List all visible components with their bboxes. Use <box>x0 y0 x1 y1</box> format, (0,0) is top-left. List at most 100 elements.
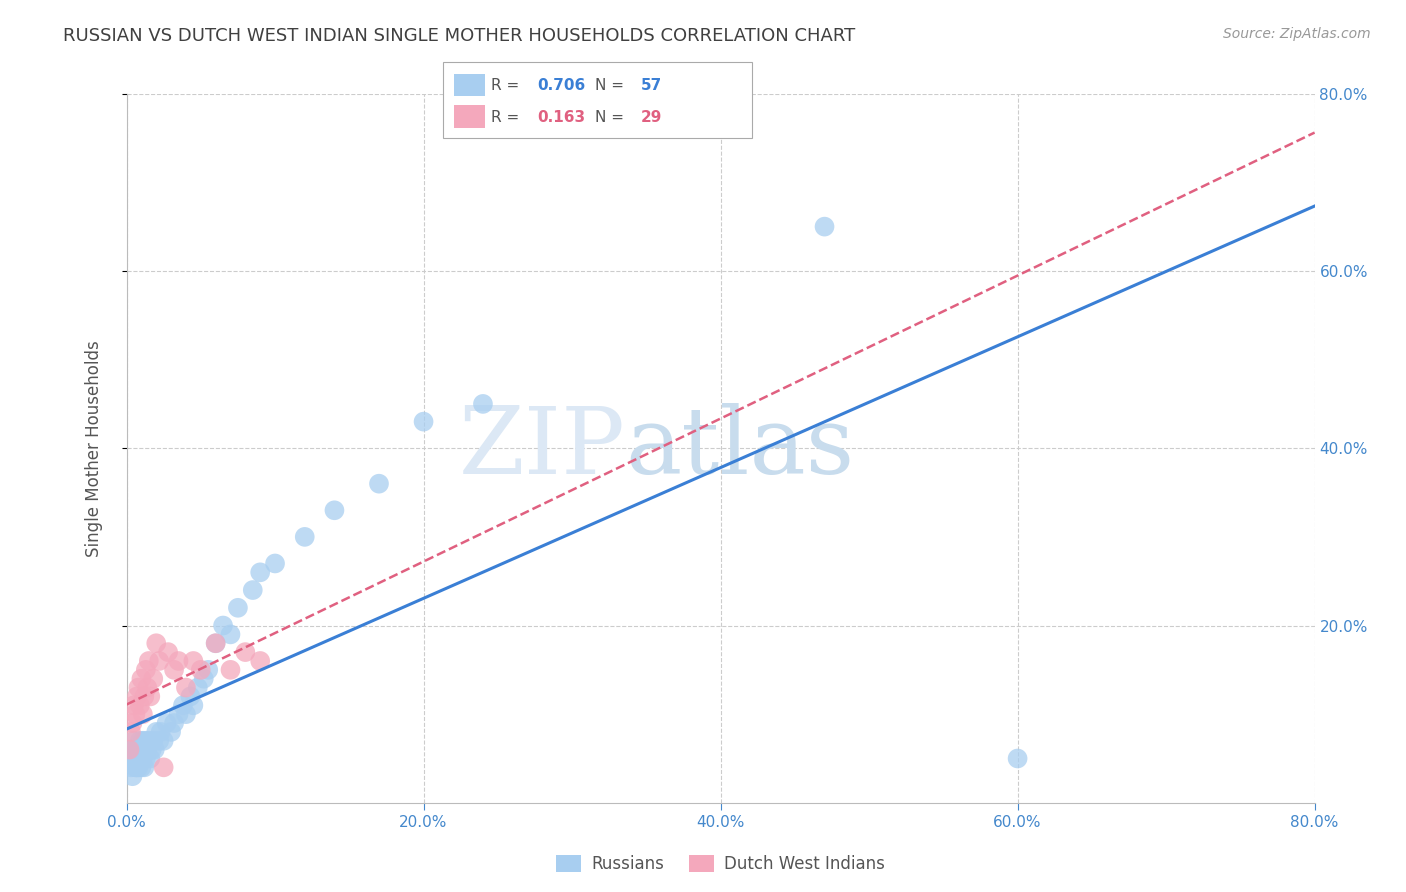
Point <box>120 760 142 774</box>
Point <box>183 698 205 713</box>
Point <box>122 698 145 713</box>
Point <box>219 663 242 677</box>
Point <box>368 476 391 491</box>
Point <box>124 742 146 756</box>
Point <box>125 690 148 704</box>
Point <box>179 690 201 704</box>
Point <box>132 707 155 722</box>
Point <box>142 733 165 747</box>
Point <box>152 760 174 774</box>
Point <box>135 663 157 677</box>
Point <box>121 716 143 731</box>
Point <box>118 751 141 765</box>
Point <box>129 698 152 713</box>
Point <box>148 733 170 747</box>
Point <box>135 751 157 765</box>
Point <box>174 707 197 722</box>
Point <box>149 724 172 739</box>
Point <box>174 681 197 695</box>
Point <box>134 690 156 704</box>
Text: N =: N = <box>595 110 628 125</box>
Point <box>134 742 156 756</box>
Point <box>127 742 149 756</box>
Point <box>131 760 153 774</box>
Point <box>1007 751 1029 765</box>
Point <box>127 760 149 774</box>
Point <box>120 724 142 739</box>
Legend: Russians, Dutch West Indians: Russians, Dutch West Indians <box>550 848 891 880</box>
Point <box>118 742 141 756</box>
Point <box>134 760 156 774</box>
Point <box>132 751 155 765</box>
Point <box>187 681 209 695</box>
Point <box>129 751 152 765</box>
Point <box>145 636 167 650</box>
Point <box>157 645 180 659</box>
Point <box>136 742 159 756</box>
Point <box>139 690 162 704</box>
Point <box>193 672 215 686</box>
Point <box>129 733 152 747</box>
Point <box>190 663 212 677</box>
Point <box>122 751 145 765</box>
Point <box>122 733 145 747</box>
Y-axis label: Single Mother Households: Single Mother Households <box>84 340 103 557</box>
Point <box>139 751 162 765</box>
Point <box>142 672 165 686</box>
Text: ZIP: ZIP <box>458 403 626 493</box>
Point <box>121 769 143 783</box>
Point <box>323 503 346 517</box>
Point <box>163 716 186 731</box>
Point <box>167 654 190 668</box>
Point <box>127 681 149 695</box>
Text: 57: 57 <box>641 78 662 93</box>
Point <box>143 742 166 756</box>
Text: Source: ZipAtlas.com: Source: ZipAtlas.com <box>1223 27 1371 41</box>
Point <box>813 219 835 234</box>
Point <box>233 645 256 659</box>
Point <box>249 654 271 668</box>
Point <box>167 707 190 722</box>
Point <box>121 742 143 756</box>
Point <box>212 618 235 632</box>
Point <box>294 530 316 544</box>
Point <box>131 672 153 686</box>
Point <box>136 681 159 695</box>
Point <box>219 627 242 641</box>
Text: R =: R = <box>491 110 524 125</box>
Point <box>471 397 495 411</box>
Point <box>148 654 170 668</box>
Text: N =: N = <box>595 78 628 93</box>
Point <box>152 733 174 747</box>
Text: atlas: atlas <box>626 403 855 493</box>
Point <box>204 636 226 650</box>
Text: RUSSIAN VS DUTCH WEST INDIAN SINGLE MOTHER HOUSEHOLDS CORRELATION CHART: RUSSIAN VS DUTCH WEST INDIAN SINGLE MOTH… <box>63 27 855 45</box>
Point <box>125 760 148 774</box>
Point <box>135 733 157 747</box>
Point <box>125 751 148 765</box>
Point <box>124 760 146 774</box>
Point <box>163 663 186 677</box>
Point <box>132 733 155 747</box>
Point <box>183 654 205 668</box>
Point <box>160 724 183 739</box>
Point <box>138 733 160 747</box>
Point <box>131 742 153 756</box>
Point <box>141 742 163 756</box>
Text: 0.706: 0.706 <box>537 78 585 93</box>
Point <box>249 566 271 580</box>
Point <box>412 415 434 429</box>
Point <box>172 698 194 713</box>
Point <box>226 600 249 615</box>
Point <box>204 636 226 650</box>
Point <box>138 654 160 668</box>
Point <box>197 663 219 677</box>
Text: 0.163: 0.163 <box>537 110 585 125</box>
Point <box>264 557 287 571</box>
Point <box>124 707 146 722</box>
Text: 29: 29 <box>641 110 662 125</box>
Point <box>156 716 179 731</box>
Text: R =: R = <box>491 78 524 93</box>
Point <box>242 583 264 598</box>
Point <box>145 724 167 739</box>
